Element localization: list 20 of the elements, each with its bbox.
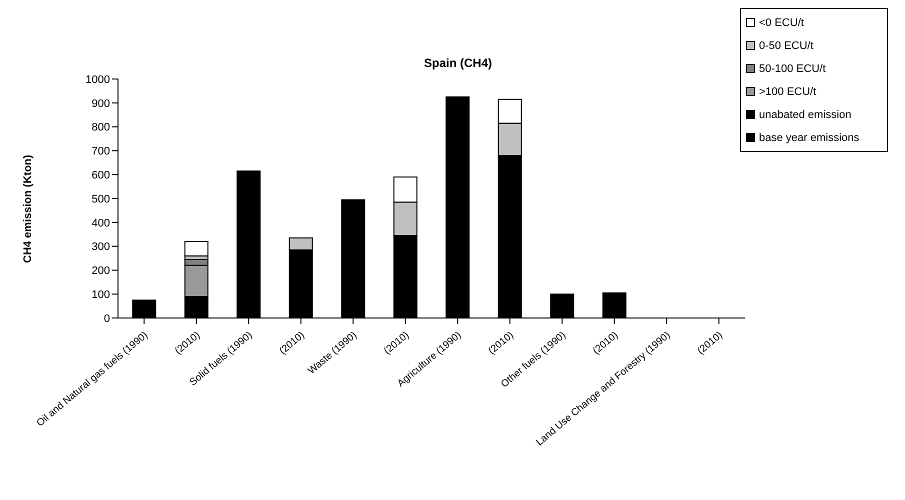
legend-label: base year emissions	[759, 132, 860, 144]
y-tick-label: 900	[92, 98, 110, 110]
y-tick-label: 300	[92, 241, 110, 254]
bar	[184, 241, 208, 256]
y-tick-label: 1000	[86, 74, 110, 86]
y-tick-label: 0	[104, 312, 110, 325]
y-tick-label: 600	[92, 170, 110, 182]
legend-label: >100 ECU/t	[759, 86, 816, 98]
y-tick-label: 800	[92, 122, 110, 134]
y-tick-label: 700	[92, 146, 110, 158]
legend-label: 50-100 ECU/t	[759, 62, 826, 74]
legend-label: unabated emission	[759, 108, 852, 120]
y-tick-label: 200	[92, 265, 110, 278]
y-tick-label: 500	[92, 193, 110, 206]
y-axis-title: CH4 emission (Kton)	[22, 154, 34, 263]
chart-title: Spain (CH4)	[422, 56, 493, 70]
legend-label: <0 ECU/t	[759, 16, 804, 28]
legend-label: 0-50 ECU/t	[759, 40, 814, 52]
y-tick-label: 400	[92, 217, 110, 230]
y-tick-label: 100	[92, 289, 110, 302]
